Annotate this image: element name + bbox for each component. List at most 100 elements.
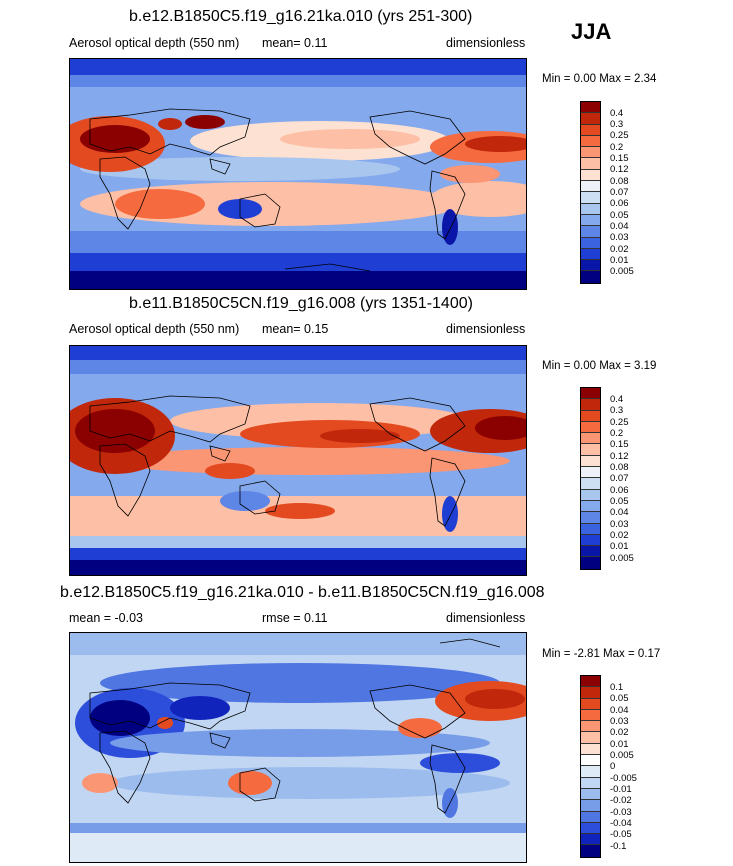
panel-1-colorbar-cell [581,113,600,125]
panel-1-colorbar-cell [581,237,600,249]
panel-1-variable: Aerosol optical depth (550 nm) [69,36,240,50]
panel-1-colorbar-cell [581,203,600,215]
panel-2-title: b.e11.B1850C5CN.f19_g16.008 (yrs 1351-14… [129,295,473,312]
panel-1-colorbar-cell [581,147,600,159]
panel-2-colorbar-cell [581,500,600,513]
panel-1-colorbar-cell [581,135,600,148]
colorbar-label: 0.15 [610,439,629,450]
panel-1-colorbar-cell [581,102,600,114]
colorbar-label: 0.1 [610,682,624,693]
panel-3-minmax: Min = -2.81 Max = 0.17 [542,648,661,660]
colorbar-label: 0.07 [610,473,629,484]
colorbar-label: -0.1 [610,841,627,852]
panel-2-colorbar-cell [581,421,600,434]
panel-2-colorbar-cell [581,410,600,422]
panel-2-colorbar-cell [581,523,600,535]
colorbar-label: 0.25 [610,130,629,141]
colorbar-label: 0.04 [610,221,629,232]
panel-1-map [69,58,527,290]
panel-1-colorbar-cell [581,192,600,204]
panel-3-colorbar-cell [581,709,600,722]
colorbar-label: 0.07 [610,187,629,198]
colorbar-label: 0.2 [610,142,624,153]
panel-3-colorbar-cell [581,777,600,789]
panel-3-title: b.e12.B1850C5.f19_g16.21ka.010 - b.e11.B… [60,584,545,601]
colorbar-label: 0.005 [610,266,634,277]
panel-2-minmax: Min = 0.00 Max = 3.19 [542,360,657,372]
panel-1-colorbar-cell [581,248,600,261]
colorbar-label: 0.01 [610,255,629,266]
panel-3-colorbar-cell [581,800,600,812]
colorbar-label: -0.04 [610,818,632,829]
panel-2-variable: Aerosol optical depth (550 nm) [69,322,240,336]
colorbar-label: 0 [610,761,616,772]
panel-2-colorbar-cell [581,489,600,501]
panel-2-colorbar-cell [581,399,600,411]
colorbar-label: 0.4 [610,394,624,405]
panel-3-colorbar-cell [581,755,600,767]
colorbar-label: 0.08 [610,176,629,187]
panel-2-colorbar-cell [581,478,600,490]
colorbar-label: 0.12 [610,451,629,462]
panel-3-colorbar-cell [581,766,600,778]
panel-2-colorbar-cell [581,444,600,456]
season-label: JJA [571,19,612,44]
panel-2-colorbar-cell [581,433,600,445]
panel-1-colorbar-cell [581,124,600,136]
panel-3-colorbar-cell [581,698,600,710]
panel-2-colorbar-cell [581,557,600,569]
colorbar-label: 0.04 [610,705,629,716]
panel-2-colorbar [580,387,601,570]
colorbar-label: 0.3 [610,119,624,130]
panel-2-colorbar-cell [581,512,600,524]
colorbar-label: 0.01 [610,739,629,750]
panel-1-colorbar [580,101,601,284]
panel-2-colorbar-cell [581,546,600,558]
panel-1-units: dimensionless [446,36,526,50]
colorbar-label: -0.05 [610,829,632,840]
panel-3-colorbar-cell [581,834,600,846]
colorbar-label: 0.02 [610,244,629,255]
colorbar-label: 0.4 [610,108,624,119]
colorbar-label: 0.02 [610,530,629,541]
colorbar-label: -0.01 [610,784,632,795]
panel-1-colorbar-cell [581,271,600,283]
colorbar-label: 0.02 [610,727,629,738]
colorbar-label: 0.03 [610,716,629,727]
panel-1-colorbar-cell [581,169,600,182]
panel-3-colorbar [580,675,601,858]
panel-1-colorbar-cell [581,158,600,170]
panel-3-colorbar-cell [581,788,600,801]
colorbar-label: 0.08 [610,462,629,473]
colorbar-label: 0.25 [610,417,629,428]
colorbar-label: 0.005 [610,553,634,564]
panel-3-map [69,632,527,863]
panel-2-units: dimensionless [446,322,526,336]
panel-3-units: dimensionless [446,611,526,625]
panel-1-colorbar-cell [581,214,600,227]
panel-1-colorbar-cell [581,181,600,193]
colorbar-label: 0.03 [610,519,629,530]
panel-3-colorbar-cell [581,811,600,823]
colorbar-label: -0.02 [610,795,632,806]
panel-1-colorbar-cell [581,260,600,272]
panel-3-colorbar-cell [581,676,600,688]
colorbar-label: 0.05 [610,496,629,507]
panel-2-mean: mean= 0.15 [262,322,329,336]
colorbar-label: 0.12 [610,164,629,175]
colorbar-label: 0.04 [610,507,629,518]
panel-2-colorbar-cell [581,388,600,400]
colorbar-label: -0.03 [610,807,632,818]
panel-2-map [69,345,527,576]
panel-3-colorbar-cell [581,845,600,857]
colorbar-label: 0.3 [610,405,624,416]
colorbar-label: 0.005 [610,750,634,761]
colorbar-label: 0.06 [610,485,629,496]
panel-2-colorbar-cell [581,455,600,468]
colorbar-label: -0.005 [610,773,637,784]
panel-1-minmax: Min = 0.00 Max = 2.34 [542,73,657,85]
colorbar-label: 0.2 [610,428,624,439]
panel-3-colorbar-cell [581,822,600,835]
panel-3-colorbar-cell [581,687,600,699]
panel-3-mean: mean = -0.03 [69,611,144,625]
